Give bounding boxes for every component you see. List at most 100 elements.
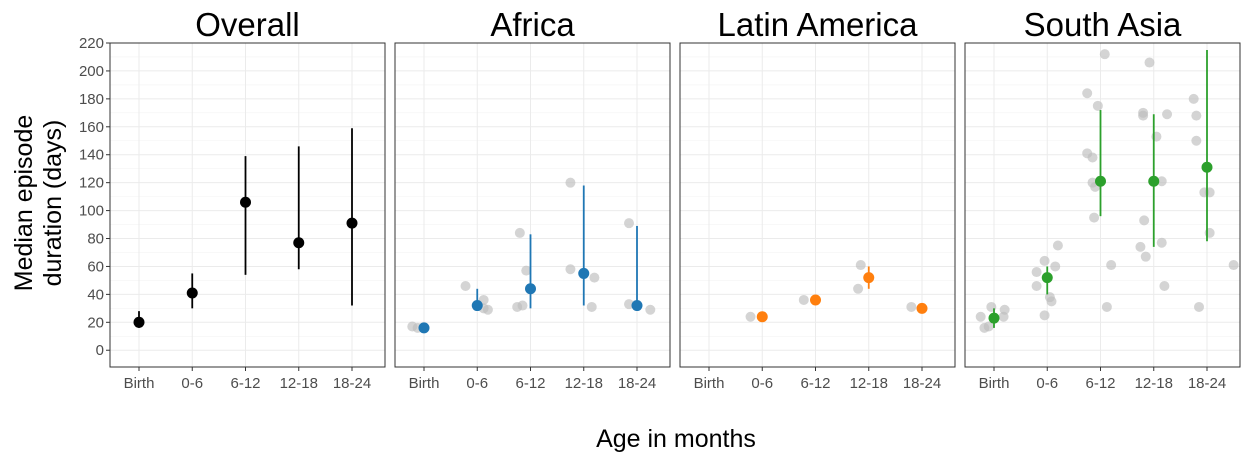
- y-tick-label: 160: [79, 119, 104, 136]
- facet-panel: Birth 0-6 6-12 12-18 18-24 South Asia: [964, 6, 1241, 392]
- x-tick-label: 0-6: [1036, 375, 1058, 392]
- median-point: [133, 316, 145, 328]
- individual-point: [745, 311, 756, 322]
- panel-border: [109, 42, 386, 368]
- individual-point: [521, 265, 532, 276]
- panel-background: [680, 43, 955, 367]
- panel-title: Latin America: [718, 6, 919, 43]
- individual-point: [1087, 152, 1098, 163]
- x-tick-label: 0-6: [751, 375, 773, 392]
- median-point: [863, 272, 875, 284]
- median-point: [810, 294, 821, 306]
- individual-point: [1156, 176, 1167, 187]
- individual-point: [1082, 88, 1093, 99]
- individual-point: [1039, 310, 1050, 321]
- y-tick-label: 100: [79, 203, 104, 220]
- individual-point: [586, 301, 597, 312]
- panel-title: Africa: [490, 6, 575, 43]
- x-tick-label: 6-12: [230, 375, 260, 392]
- median-point: [756, 311, 768, 323]
- x-tick-label: Birth: [124, 375, 155, 392]
- panel-title: Overall: [195, 6, 300, 43]
- x-tick-label: Birth: [694, 375, 725, 392]
- individual-point: [624, 299, 635, 310]
- median-point: [525, 283, 536, 295]
- individual-point: [565, 264, 576, 275]
- x-tick-label: Birth: [409, 375, 440, 392]
- x-tick-label: 12-18: [850, 375, 888, 392]
- individual-point: [589, 272, 600, 283]
- individual-point: [1101, 301, 1112, 312]
- individual-point: [460, 281, 471, 291]
- y-tick-label: 140: [79, 147, 104, 164]
- x-tick-label: 6-12: [1085, 375, 1115, 392]
- individual-point: [482, 304, 493, 315]
- individual-point: [1144, 57, 1155, 68]
- y-tick-label: 200: [79, 63, 104, 80]
- individual-point: [1106, 260, 1117, 271]
- panel-border: [679, 42, 956, 368]
- individual-point: [645, 304, 656, 315]
- individual-point: [514, 227, 525, 238]
- facet-panel: Birth 0-6 6-12 12-18 18-24 Latin America: [679, 6, 956, 392]
- panel-title: South Asia: [1024, 6, 1182, 43]
- x-tick-label: 18-24: [333, 375, 371, 392]
- individual-point: [1139, 215, 1150, 226]
- panel-border: [964, 42, 1241, 368]
- individual-point: [1099, 49, 1110, 60]
- x-tick-label: 12-18: [1135, 375, 1173, 392]
- individual-point: [983, 321, 994, 332]
- x-tick-label: 12-18: [565, 375, 603, 392]
- y-tick-label: 220: [79, 35, 104, 52]
- x-tick-label: 12-18: [280, 375, 318, 392]
- panels-layer: Birth 0-6 6-12 12-18 18-24 Overall Birth 0-6 6-1…: [109, 6, 1241, 392]
- individual-point: [1140, 251, 1151, 262]
- y-axis-label-line-1: Median episode: [10, 115, 38, 292]
- x-tick-label: 18-24: [903, 375, 941, 392]
- individual-point: [906, 301, 917, 312]
- panel-border: [394, 42, 671, 368]
- median-point: [631, 300, 643, 312]
- facet-panel: Birth 0-6 6-12 12-18 18-24 Africa: [394, 6, 671, 392]
- individual-point: [1031, 267, 1042, 278]
- individual-point: [565, 177, 576, 188]
- individual-point: [1159, 281, 1170, 291]
- median-point: [1148, 175, 1160, 187]
- y-tick-label: 180: [79, 91, 104, 108]
- individual-point: [853, 283, 864, 294]
- individual-point: [1191, 110, 1202, 121]
- individual-point: [1194, 301, 1205, 312]
- individual-point: [624, 218, 635, 229]
- median-point: [578, 267, 590, 279]
- facet-panel: Birth 0-6 6-12 12-18 18-24 Overall: [109, 6, 386, 392]
- panel-background: [395, 43, 670, 367]
- x-tick-label: 18-24: [618, 375, 656, 392]
- y-axis: 0 20 40 60 80 100 120 140 160 180 200 220: [79, 35, 110, 359]
- y-tick-label: 20: [87, 314, 104, 331]
- median-point: [1041, 272, 1053, 284]
- median-point: [916, 302, 928, 314]
- x-tick-label: 18-24: [1188, 375, 1226, 392]
- x-tick-label: 6-12: [800, 375, 830, 392]
- y-tick-label: 80: [87, 231, 104, 248]
- median-point: [988, 312, 1000, 324]
- individual-point: [1162, 109, 1173, 120]
- individual-point: [1089, 212, 1100, 223]
- individual-point: [1046, 296, 1057, 307]
- individual-point: [1092, 100, 1103, 111]
- median-point: [418, 322, 430, 334]
- individual-point: [1188, 93, 1199, 104]
- x-tick-label: Birth: [979, 375, 1010, 392]
- individual-point: [855, 260, 866, 271]
- median-point: [293, 237, 305, 249]
- median-point: [186, 287, 198, 299]
- x-tick-label: 6-12: [515, 375, 545, 392]
- individual-point: [517, 300, 528, 311]
- x-tick-label: 0-6: [466, 375, 488, 392]
- individual-point: [1228, 260, 1239, 271]
- y-tick-label: 60: [87, 258, 104, 275]
- individual-point: [798, 294, 809, 305]
- median-point: [1201, 161, 1213, 173]
